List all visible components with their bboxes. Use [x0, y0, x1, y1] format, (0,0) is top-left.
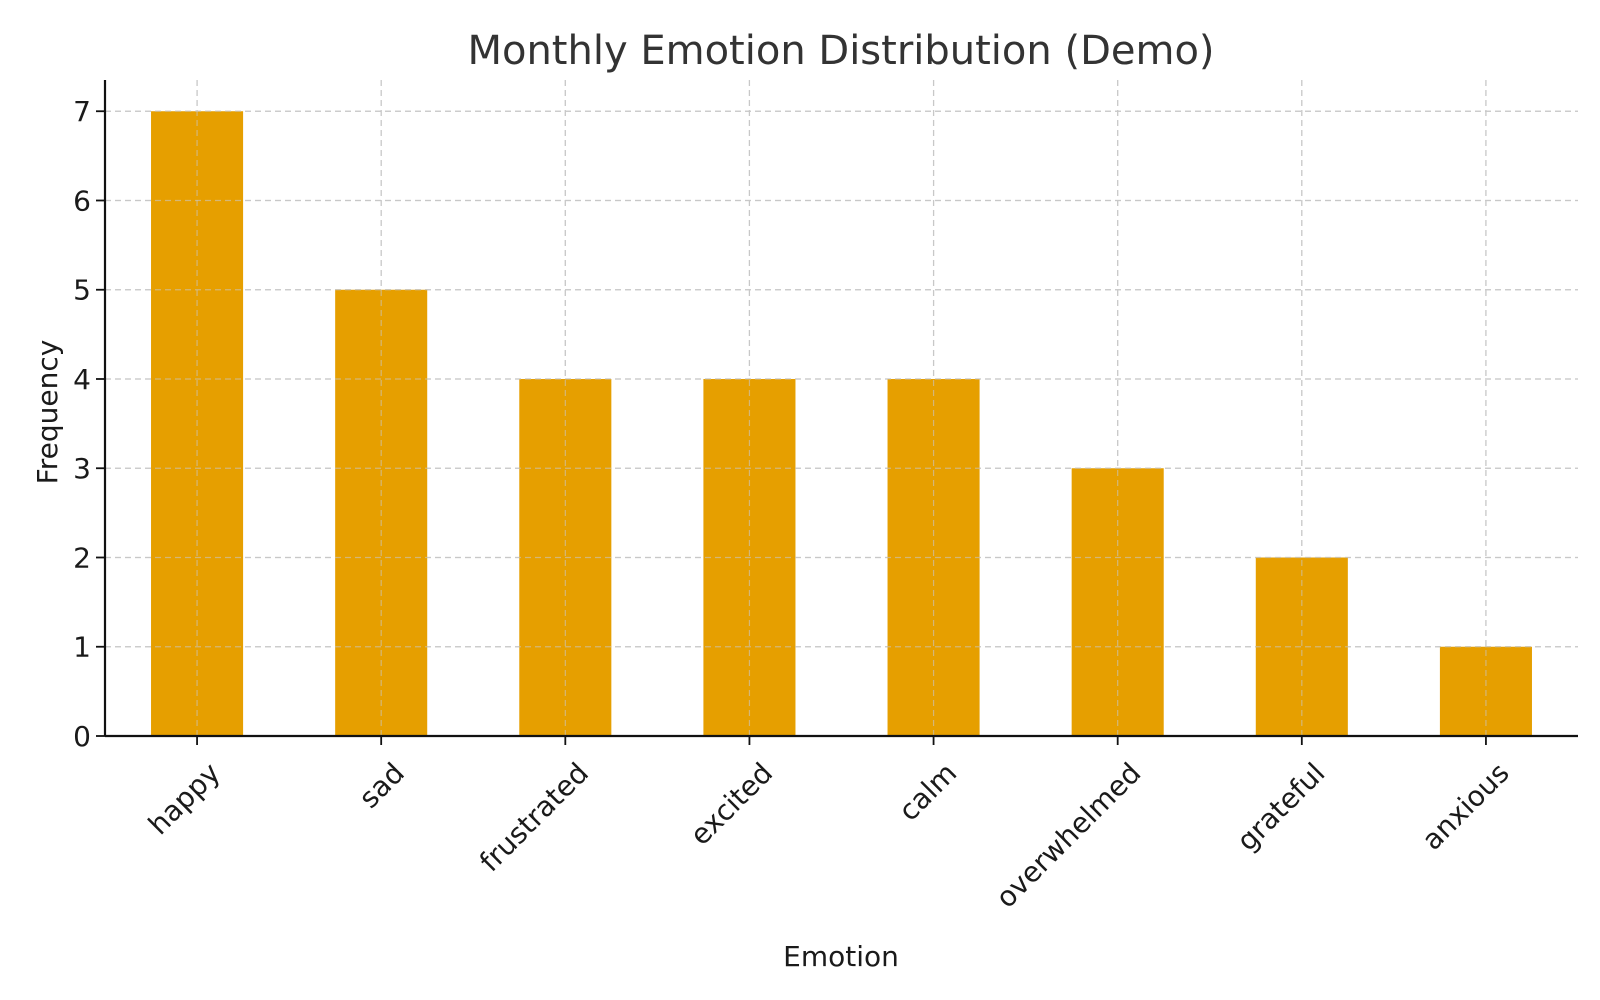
y-tick-label: 4 — [73, 363, 91, 396]
y-tick-label: 1 — [73, 631, 91, 664]
bars-layer — [151, 111, 1532, 736]
x-tick-label-grateful: grateful — [1230, 756, 1331, 857]
x-tick-label-calm: calm — [892, 756, 963, 827]
x-tick-label-excited: excited — [684, 756, 779, 851]
x-tick-label-sad: sad — [352, 756, 410, 814]
x-tick-label-anxious: anxious — [1415, 756, 1515, 856]
y-ticks: 0 1 2 3 4 5 6 7 — [73, 95, 105, 753]
y-axis-label: Frequency — [31, 340, 64, 485]
y-tick-label: 7 — [73, 95, 91, 128]
y-tick-label: 2 — [73, 541, 91, 574]
x-ticks: happy sad frustrated excited calm overwhelmed… — [142, 736, 1516, 914]
grid-overlay — [105, 80, 1578, 736]
x-tick-label-frustrated: frustrated — [473, 756, 595, 878]
x-tick-label-overwhelmed: overwhelmed — [989, 756, 1147, 914]
y-tick-label: 6 — [73, 184, 91, 217]
x-axis-label: Emotion — [783, 940, 899, 973]
chart-title: Monthly Emotion Distribution (Demo) — [467, 28, 1214, 74]
y-tick-label: 5 — [73, 274, 91, 307]
grid-layer — [105, 80, 1578, 736]
bar-calm — [887, 378, 980, 736]
y-tick-label: 3 — [73, 452, 91, 485]
axes-layer — [103, 80, 1578, 738]
bar-grateful — [1255, 557, 1348, 736]
y-tick-label: 0 — [73, 720, 91, 753]
x-tick-label-happy: happy — [142, 756, 227, 841]
